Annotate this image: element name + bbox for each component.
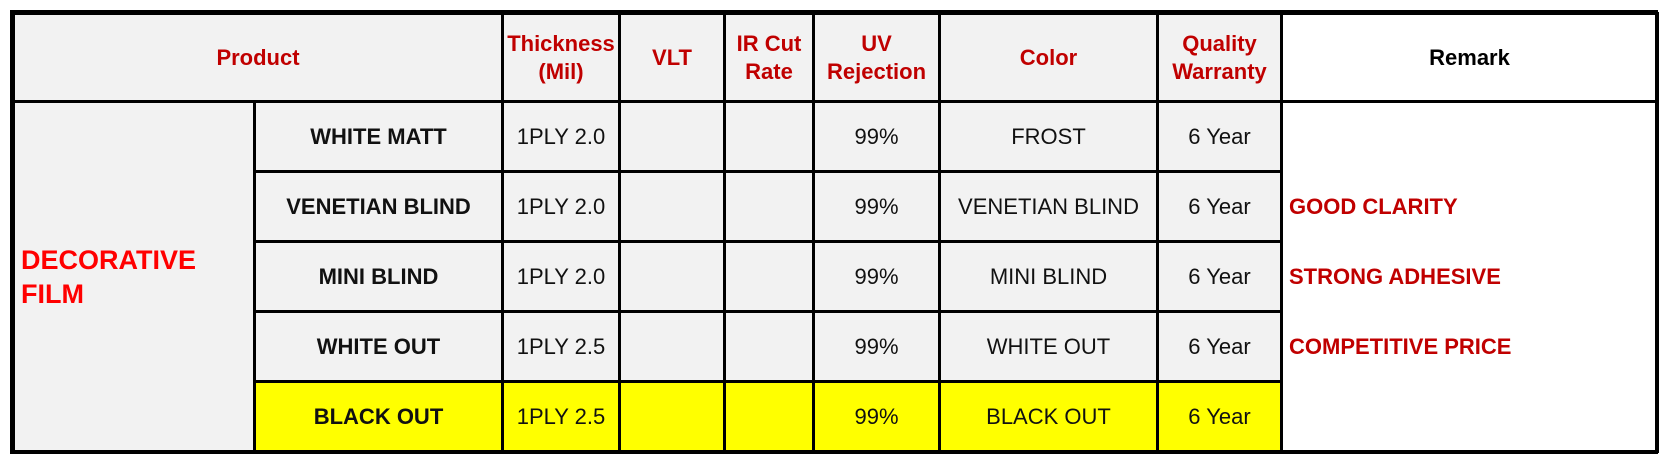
remark-line: COMPETITIVE PRICE xyxy=(1289,333,1512,359)
ir-cell xyxy=(723,170,815,243)
remarks-cell: GOOD CLARITY STRONG ADHESIVE COMPETITIVE… xyxy=(1280,100,1659,453)
uv-cell: 99% xyxy=(812,100,941,173)
vlt-cell xyxy=(618,380,726,453)
header-remark: Remark xyxy=(1280,12,1659,103)
remark-line: STRONG ADHESIVE xyxy=(1289,263,1501,289)
color-cell: FROST xyxy=(938,100,1159,173)
category-cell: DECORATIVE FILM xyxy=(12,100,256,453)
thickness-cell: 1PLY 2.0 xyxy=(501,100,621,173)
remark-line: GOOD CLARITY xyxy=(1289,193,1458,219)
table-row: MINI BLIND 1PLY 2.0 99% MINI BLIND 6 Yea… xyxy=(14,240,1658,313)
header-uv-rejection: UV Rejection xyxy=(812,12,941,103)
warranty-cell: 6 Year xyxy=(1156,240,1283,313)
thickness-cell: 1PLY 2.0 xyxy=(501,240,621,313)
thickness-cell: 1PLY 2.5 xyxy=(501,310,621,383)
vlt-cell xyxy=(618,240,726,313)
header-thickness: Thickness (Mil) xyxy=(501,12,621,103)
ir-cell xyxy=(723,380,815,453)
product-name: WHITE MATT xyxy=(253,100,504,173)
product-name: MINI BLIND xyxy=(253,240,504,313)
header-row: Product Thickness (Mil) VLT IR Cut Rate UV… xyxy=(12,12,1659,103)
table-row: DECORATIVE FILM WHITE MATT 1PLY 2.0 99% F… xyxy=(12,100,1659,453)
warranty-cell: 6 Year xyxy=(1156,380,1283,453)
warranty-cell: 6 Year xyxy=(1156,310,1283,383)
color-cell: BLACK OUT xyxy=(938,380,1159,453)
table-row: WHITE OUT 1PLY 2.5 99% WHITE OUT 6 Year xyxy=(14,310,1658,383)
uv-cell: 99% xyxy=(812,170,941,243)
warranty-cell: 6 Year xyxy=(1156,100,1283,173)
spec-table: Product Thickness (Mil) VLT IR Cut Rate UV… xyxy=(12,12,1659,453)
product-name: VENETIAN BLIND xyxy=(253,170,504,243)
thickness-cell: 1PLY 2.5 xyxy=(501,380,621,453)
table-row: VENETIAN BLIND 1PLY 2.0 99% VENETIAN BLI… xyxy=(14,170,1658,243)
color-cell: MINI BLIND xyxy=(938,240,1159,313)
ir-cell xyxy=(723,310,815,383)
header-color: Color xyxy=(938,12,1159,103)
header-ir-cut-rate: IR Cut Rate xyxy=(723,12,815,103)
ir-cell xyxy=(723,240,815,313)
table-row-highlighted: BLACK OUT 1PLY 2.5 99% BLACK OUT 6 Year xyxy=(14,380,1658,453)
vlt-cell xyxy=(618,310,726,383)
product-name: BLACK OUT xyxy=(253,380,504,453)
header-product: Product xyxy=(12,12,504,103)
thickness-cell: 1PLY 2.0 xyxy=(501,170,621,243)
vlt-cell xyxy=(618,170,726,243)
header-vlt: VLT xyxy=(618,12,726,103)
vlt-cell xyxy=(618,100,726,173)
header-warranty: Quality Warranty xyxy=(1156,12,1283,103)
uv-cell: 99% xyxy=(812,310,941,383)
color-cell: WHITE OUT xyxy=(938,310,1159,383)
uv-cell: 99% xyxy=(812,380,941,453)
uv-cell: 99% xyxy=(812,240,941,313)
product-name: WHITE OUT xyxy=(253,310,504,383)
color-cell: VENETIAN BLIND xyxy=(938,170,1159,243)
ir-cell xyxy=(723,100,815,173)
warranty-cell: 6 Year xyxy=(1156,170,1283,243)
